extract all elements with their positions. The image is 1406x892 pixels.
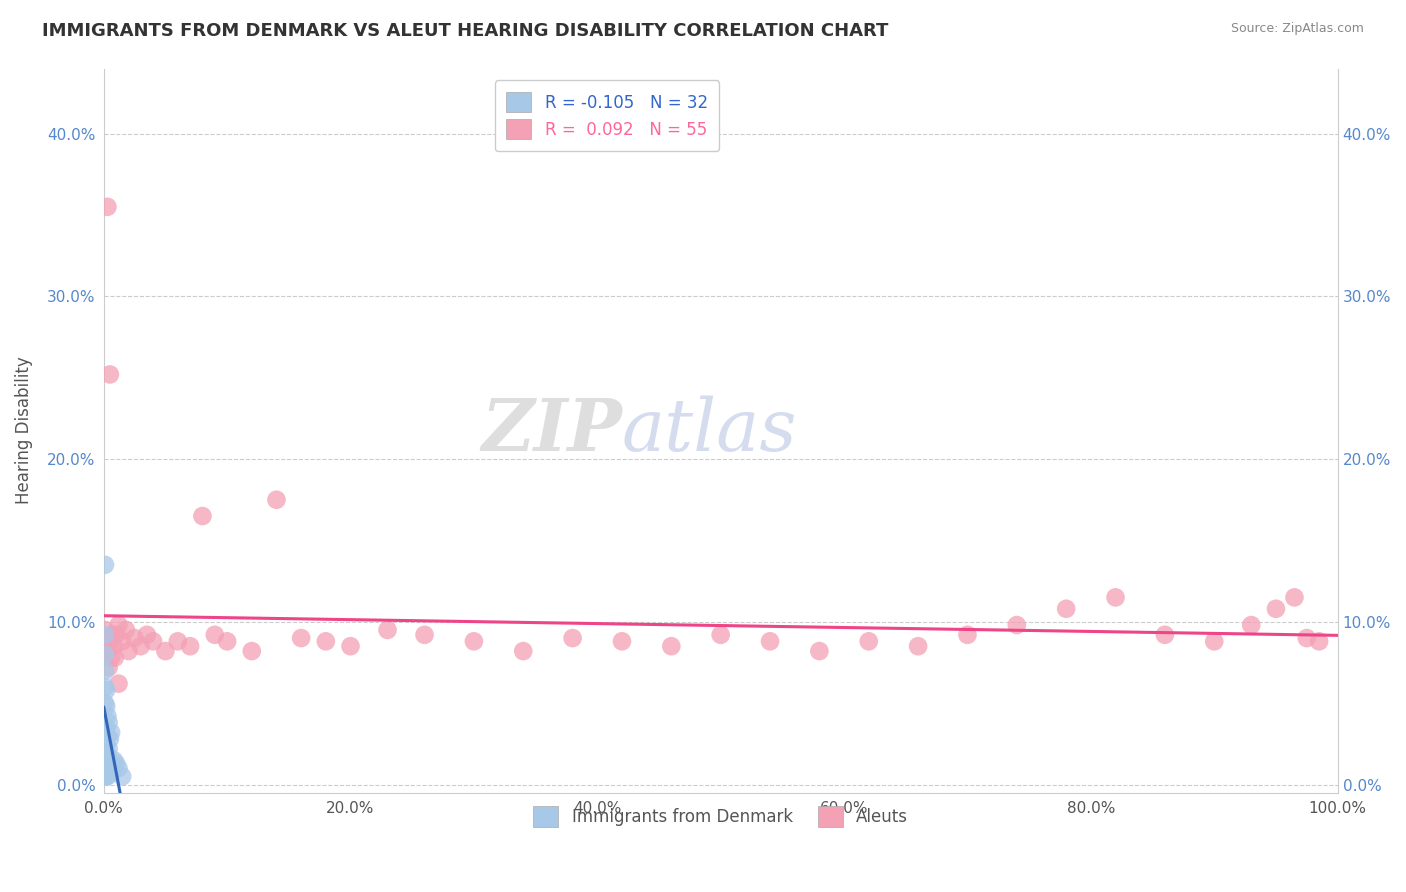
Point	[1154, 628, 1177, 642]
Point	[315, 634, 337, 648]
Point	[1295, 631, 1317, 645]
Point	[96, 748, 118, 763]
Point	[96, 683, 118, 698]
Point	[94, 696, 117, 710]
Point	[94, 558, 117, 572]
Point	[97, 660, 120, 674]
Point	[266, 492, 288, 507]
Point	[1005, 618, 1028, 632]
Text: Source: ZipAtlas.com: Source: ZipAtlas.com	[1230, 22, 1364, 36]
Point	[561, 631, 583, 645]
Point	[97, 764, 120, 779]
Point	[94, 648, 117, 662]
Point	[1204, 634, 1226, 648]
Point	[96, 629, 118, 643]
Point	[107, 761, 129, 775]
Point	[135, 628, 157, 642]
Point	[101, 764, 124, 779]
Point	[1104, 591, 1126, 605]
Point	[94, 628, 117, 642]
Point	[100, 650, 122, 665]
Point	[103, 639, 125, 653]
Point	[103, 753, 125, 767]
Point	[94, 664, 117, 678]
Point	[98, 634, 121, 648]
Point	[94, 769, 117, 783]
Point	[105, 628, 128, 642]
Point	[100, 725, 122, 739]
Point	[204, 628, 226, 642]
Point	[117, 644, 139, 658]
Point	[104, 650, 127, 665]
Point	[100, 758, 122, 772]
Text: atlas: atlas	[621, 395, 797, 466]
Point	[124, 631, 146, 645]
Point	[107, 618, 129, 632]
Point	[111, 769, 134, 783]
Point	[96, 737, 118, 751]
Point	[97, 741, 120, 756]
Point	[94, 737, 117, 751]
Point	[512, 644, 534, 658]
Y-axis label: Hearing Disability: Hearing Disability	[15, 357, 32, 505]
Point	[290, 631, 312, 645]
Point	[610, 634, 633, 648]
Text: IMMIGRANTS FROM DENMARK VS ALEUT HEARING DISABILITY CORRELATION CHART: IMMIGRANTS FROM DENMARK VS ALEUT HEARING…	[42, 22, 889, 40]
Point	[115, 623, 138, 637]
Point	[240, 644, 263, 658]
Point	[907, 639, 929, 653]
Point	[759, 634, 782, 648]
Point	[1264, 601, 1286, 615]
Point	[129, 639, 152, 653]
Point	[96, 721, 118, 735]
Point	[96, 729, 118, 743]
Point	[98, 761, 121, 775]
Point	[1284, 591, 1306, 605]
Point	[96, 753, 118, 767]
Point	[191, 508, 214, 523]
Point	[155, 644, 177, 658]
Point	[1054, 601, 1077, 615]
Point	[96, 644, 118, 658]
Point	[96, 709, 118, 723]
Point	[94, 623, 117, 637]
Point	[111, 634, 134, 648]
Point	[413, 628, 436, 642]
Point	[710, 628, 733, 642]
Point	[377, 623, 399, 637]
Point	[179, 639, 201, 653]
Point	[94, 753, 117, 767]
Point	[1240, 618, 1263, 632]
Point	[101, 628, 124, 642]
Point	[94, 680, 117, 694]
Point	[1308, 634, 1330, 648]
Point	[94, 721, 117, 735]
Point	[217, 634, 239, 648]
Point	[98, 368, 121, 382]
Point	[97, 715, 120, 730]
Point	[166, 634, 188, 648]
Point	[463, 634, 485, 648]
Point	[105, 756, 128, 771]
Point	[659, 639, 682, 653]
Point	[98, 731, 121, 746]
Point	[808, 644, 831, 658]
Legend: Immigrants from Denmark, Aleuts: Immigrants from Denmark, Aleuts	[524, 798, 917, 835]
Point	[107, 676, 129, 690]
Point	[96, 769, 118, 783]
Point	[858, 634, 880, 648]
Point	[96, 200, 118, 214]
Point	[96, 769, 118, 783]
Point	[339, 639, 361, 653]
Point	[142, 634, 165, 648]
Point	[96, 699, 118, 714]
Text: ZIP: ZIP	[481, 395, 621, 467]
Point	[956, 628, 979, 642]
